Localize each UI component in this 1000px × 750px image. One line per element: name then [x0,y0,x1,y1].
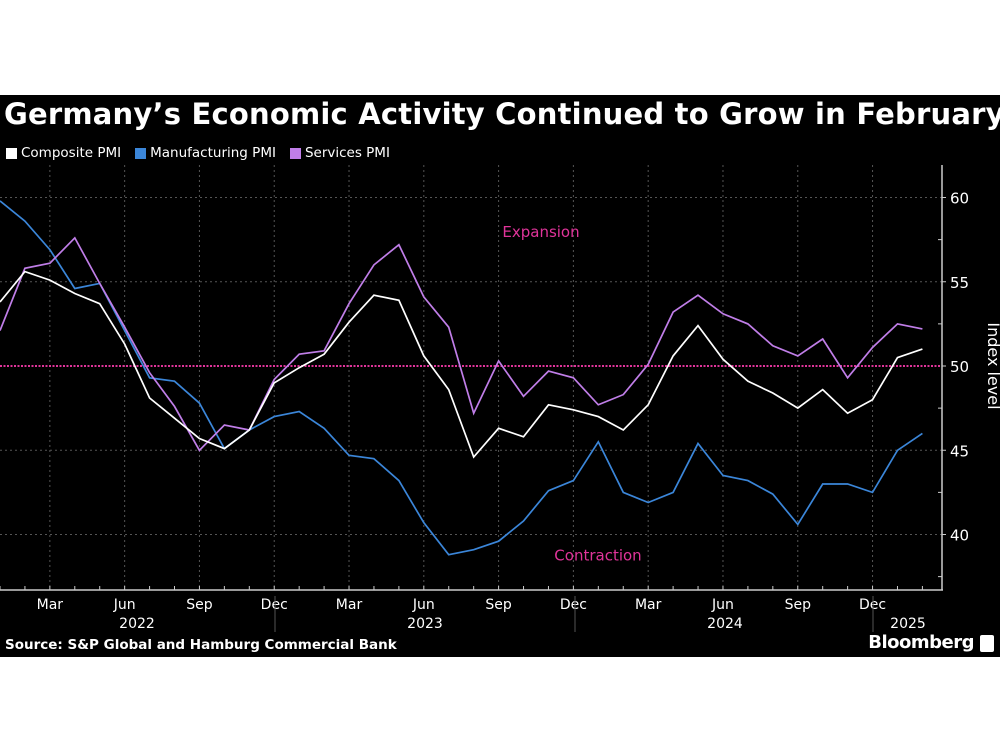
contraction-label: Contraction [554,547,641,565]
composite-pmi-line [0,270,923,459]
x-tick-label: Jun [412,597,435,613]
x-tick-label: Sep [485,597,512,613]
chart-title: Germany’s Economic Activity Continued to… [4,97,1000,131]
x-tick-label: Mar [635,597,662,613]
bloomberg-logo: Bloomberg [868,632,974,653]
x-year-label: 2024 [707,616,743,632]
x-tick-label: Mar [336,597,363,613]
y-tick-label: 55 [950,274,969,292]
source-note: Source: S&P Global and Hamburg Commercia… [5,637,397,653]
legend-swatch [289,147,301,159]
legend-item-manufacturing: Manufacturing PMI [135,145,276,161]
legend-swatch [135,147,147,159]
legend-label: Services PMI [304,145,390,161]
x-tick-label: Jun [113,597,136,613]
x-tick-label: Jun [711,597,734,613]
y-tick-label: 45 [950,442,969,460]
legend-label: Manufacturing PMI [150,145,276,161]
x-tick-label: Sep [186,597,213,613]
x-tick-label: Mar [37,597,64,613]
x-tick-label: Dec [261,597,288,613]
x-year-label: 2022 [119,616,155,632]
expansion-label: Expansion [502,223,579,241]
legend-item-composite: Composite PMI [6,145,121,161]
bloomberg-chart-icon [980,635,994,652]
manufacturing-pmi-line [0,200,923,556]
y-tick-label: 40 [950,527,969,545]
legend: Composite PMI Manufacturing PMI Services… [6,145,390,161]
chart-panel: Germany’s Economic Activity Continued to… [0,95,1000,657]
legend-label: Composite PMI [21,145,122,161]
x-year-label: 2025 [890,616,926,632]
y-tick-label: 50 [950,358,969,376]
x-tick-label: Sep [785,597,812,613]
services-pmi-line [0,236,923,452]
x-year-label: 2023 [407,616,443,632]
legend-item-services: Services PMI [289,145,390,161]
x-tick-label: Dec [560,597,587,613]
legend-swatch [6,147,17,159]
y-tick-label: 60 [950,190,969,208]
y-axis-label: Index level [984,322,1000,409]
